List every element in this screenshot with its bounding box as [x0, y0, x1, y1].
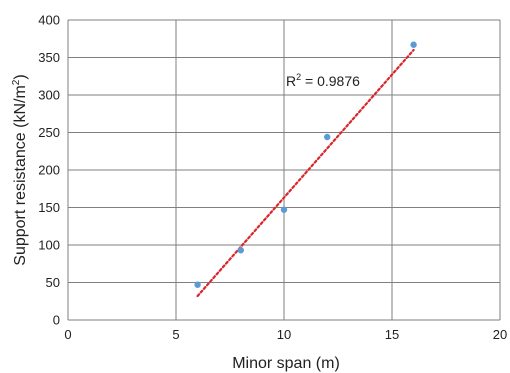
r-squared-superscript: 2	[296, 72, 301, 82]
x-tick-label: 0	[64, 327, 71, 342]
y-tick-label: 50	[46, 275, 60, 290]
data-point	[410, 41, 417, 48]
x-tick-label: 20	[493, 327, 507, 342]
r-squared-value: = 0.9876	[301, 73, 360, 89]
y-axis-title-superscript: 2	[11, 79, 22, 85]
data-point	[324, 133, 331, 141]
x-axis-title: Minor span (m)	[232, 355, 340, 372]
r-squared-prefix: R	[286, 73, 296, 89]
r-squared-annotation: R2 = 0.9876	[286, 72, 360, 89]
data-point	[237, 247, 244, 254]
data-point	[280, 206, 288, 213]
y-tick-label: 300	[38, 88, 60, 103]
x-tick-label: 15	[385, 327, 399, 342]
x-tick-label: 10	[277, 327, 291, 342]
linear-trendline	[196, 48, 415, 298]
x-tick-label: 5	[172, 327, 179, 342]
y-tick-label: 400	[38, 13, 60, 28]
y-tick-label: 150	[38, 200, 60, 215]
trendline-layer	[196, 48, 415, 298]
y-tick-label: 100	[38, 238, 60, 253]
x-axis-title-text: Minor span (m)	[232, 355, 340, 372]
y-tick-label: 350	[38, 50, 60, 65]
y-tick-label: 250	[38, 125, 60, 140]
tick-labels: 0 50 100 150 200 250 300 350 400 0 5 10 15 20	[38, 13, 507, 343]
y-axis-title-text: Support resistance (kN/m	[12, 85, 29, 266]
grid	[67, 19, 501, 321]
data-points	[194, 41, 417, 288]
y-tick-label: 200	[38, 163, 60, 178]
y-axis-title: Support resistance (kN/m2)	[11, 74, 29, 265]
y-axis-title-close: )	[12, 74, 29, 79]
data-point	[194, 281, 201, 288]
y-tick-label: 0	[53, 313, 60, 328]
